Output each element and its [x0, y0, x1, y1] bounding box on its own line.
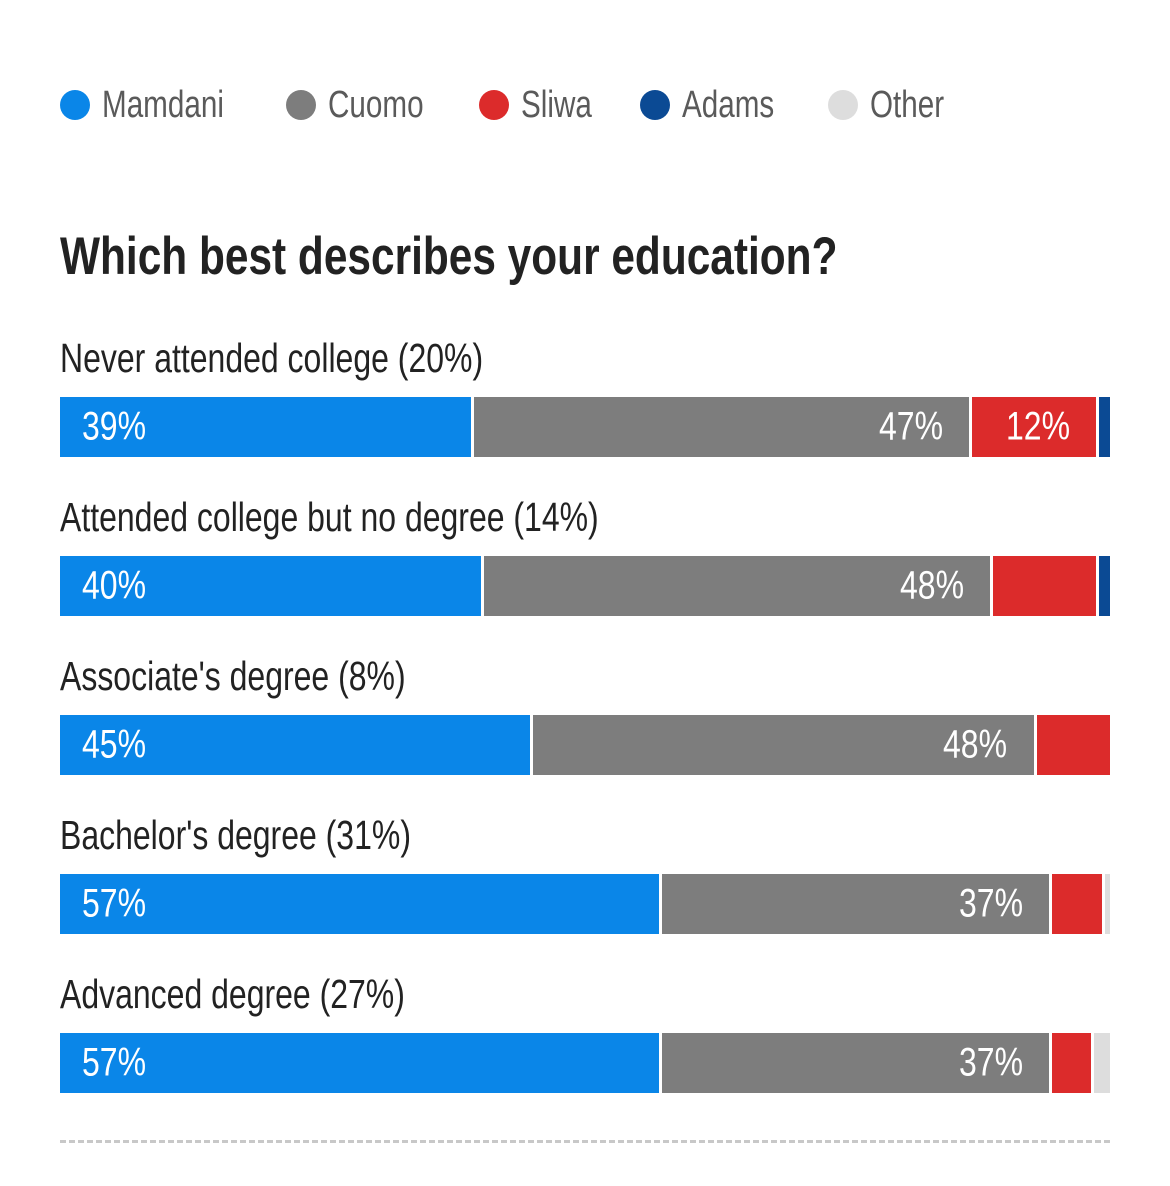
legend-label-other: Other: [869, 83, 945, 126]
bar-segment-other: [1104, 874, 1110, 934]
data-label: 48%: [900, 563, 965, 608]
chart-legend: Mamdani Cuomo Sliwa Adams Other: [60, 78, 993, 132]
legend-swatch-other: [827, 90, 858, 120]
data-label: 37%: [958, 1040, 1023, 1085]
bar-segment-cuomo: 37%: [661, 1033, 1052, 1093]
bar-segment-sliwa: 12%: [972, 397, 1100, 457]
legend-swatch-mamdani: [60, 90, 90, 120]
bar-row: Associate's degree (8%) 45% 48%: [60, 653, 1110, 812]
stacked-bar: 39% 47% 12%: [60, 397, 1110, 457]
dashed-divider: [60, 1140, 1110, 1143]
legend-item-sliwa: Sliwa: [478, 83, 594, 127]
data-label: 40%: [82, 563, 147, 608]
legend-label-cuomo: Cuomo: [328, 83, 424, 126]
data-label: 57%: [82, 1040, 147, 1085]
stacked-bar: 57% 37%: [60, 1033, 1110, 1093]
bar-segment-cuomo: 48%: [532, 715, 1037, 775]
bar-row: Never attended college (20%) 39% 47% 12%: [60, 335, 1110, 494]
bar-segment-mamdani: 45%: [60, 715, 533, 775]
bar-segment-cuomo: 47%: [473, 397, 973, 457]
category-label: Advanced degree (27%): [60, 971, 405, 1017]
legend-swatch-sliwa: [478, 90, 509, 120]
data-label: 48%: [943, 722, 1008, 767]
bar-segment-adams: [1099, 556, 1110, 616]
category-label: Associate's degree (8%): [60, 653, 406, 699]
bar-row: Attended college but no degree (14%) 40% 4…: [60, 494, 1110, 653]
bar-segment-mamdani: 40%: [60, 556, 485, 616]
bar-segment-mamdani: 57%: [60, 874, 662, 934]
data-label: 39%: [82, 404, 147, 449]
bar-segment-cuomo: 48%: [484, 556, 994, 616]
legend-label-sliwa: Sliwa: [520, 83, 592, 126]
data-label: 12%: [1006, 404, 1071, 449]
bar-segment-sliwa: [1051, 1033, 1095, 1093]
legend-item-mamdani: Mamdani: [60, 84, 240, 127]
legend-swatch-adams: [639, 90, 670, 120]
category-label: Attended college but no degree (14%): [60, 494, 599, 540]
category-label: Bachelor's degree (31%): [60, 812, 411, 858]
legend-item-other: Other: [827, 83, 947, 127]
bar-segment-adams: [1099, 397, 1110, 457]
data-label: 45%: [82, 722, 147, 767]
bar-row: Bachelor's degree (31%) 57% 37%: [60, 812, 1110, 971]
category-label: Never attended college (20%): [60, 335, 484, 381]
stacked-bar: 40% 48%: [60, 556, 1110, 616]
legend-swatch-cuomo: [286, 90, 317, 120]
bar-segment-sliwa: [993, 556, 1100, 616]
bar-row: Advanced degree (27%) 57% 37%: [60, 971, 1110, 1130]
bar-segment-sliwa: [1036, 715, 1110, 775]
data-label: 57%: [82, 881, 147, 926]
stacked-bar: 57% 37%: [60, 874, 1110, 934]
bar-segment-sliwa: [1051, 874, 1105, 934]
legend-label-mamdani: Mamdani: [102, 83, 224, 126]
data-label: 37%: [958, 881, 1023, 926]
legend-label-adams: Adams: [681, 83, 774, 126]
bar-segment-other: [1094, 1033, 1110, 1093]
bar-segment-mamdani: 57%: [60, 1033, 662, 1093]
stacked-bar-chart: Never attended college (20%) 39% 47% 12% Att…: [60, 335, 1110, 1130]
bar-segment-mamdani: 39%: [60, 397, 474, 457]
legend-item-cuomo: Cuomo: [286, 84, 433, 127]
bar-segment-cuomo: 37%: [661, 874, 1052, 934]
data-label: 47%: [879, 404, 944, 449]
legend-item-adams: Adams: [639, 83, 782, 127]
chart-title: Which best describes your education?: [60, 227, 838, 286]
stacked-bar: 45% 48%: [60, 715, 1110, 775]
